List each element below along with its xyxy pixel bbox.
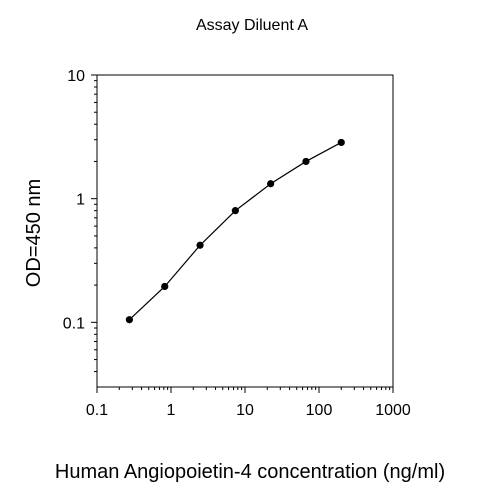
x-tick-label: 100 <box>306 402 333 419</box>
data-point <box>337 138 345 147</box>
data-point <box>196 241 204 249</box>
data-point <box>267 180 275 188</box>
plot-area-frame <box>96 74 394 388</box>
data-point <box>231 207 239 215</box>
tick-labels: 0.1 1 10 100 1000 0.1 1 10 <box>63 68 411 419</box>
x-tick-label: 1 <box>167 402 176 419</box>
x-tick-label: 10 <box>236 402 254 419</box>
y-tick-label: 1 <box>76 192 85 209</box>
data-series <box>125 138 345 324</box>
chart-title: Assay Diluent A <box>196 17 308 34</box>
data-point <box>302 157 310 166</box>
y-tick-label: 10 <box>67 68 85 85</box>
y-axis-label: OD=450 nm <box>23 179 45 287</box>
data-point <box>161 282 169 291</box>
series-line <box>128 141 342 321</box>
axis-ticks <box>91 74 394 393</box>
plot-frame <box>96 74 394 388</box>
data-point <box>125 316 133 324</box>
y-tick-label: 0.1 <box>63 315 85 332</box>
x-tick-label: 1000 <box>375 402 411 419</box>
x-axis-label: Human Angiopoietin-4 concentration (ng/m… <box>55 461 445 483</box>
x-tick-label: 0.1 <box>86 402 108 419</box>
